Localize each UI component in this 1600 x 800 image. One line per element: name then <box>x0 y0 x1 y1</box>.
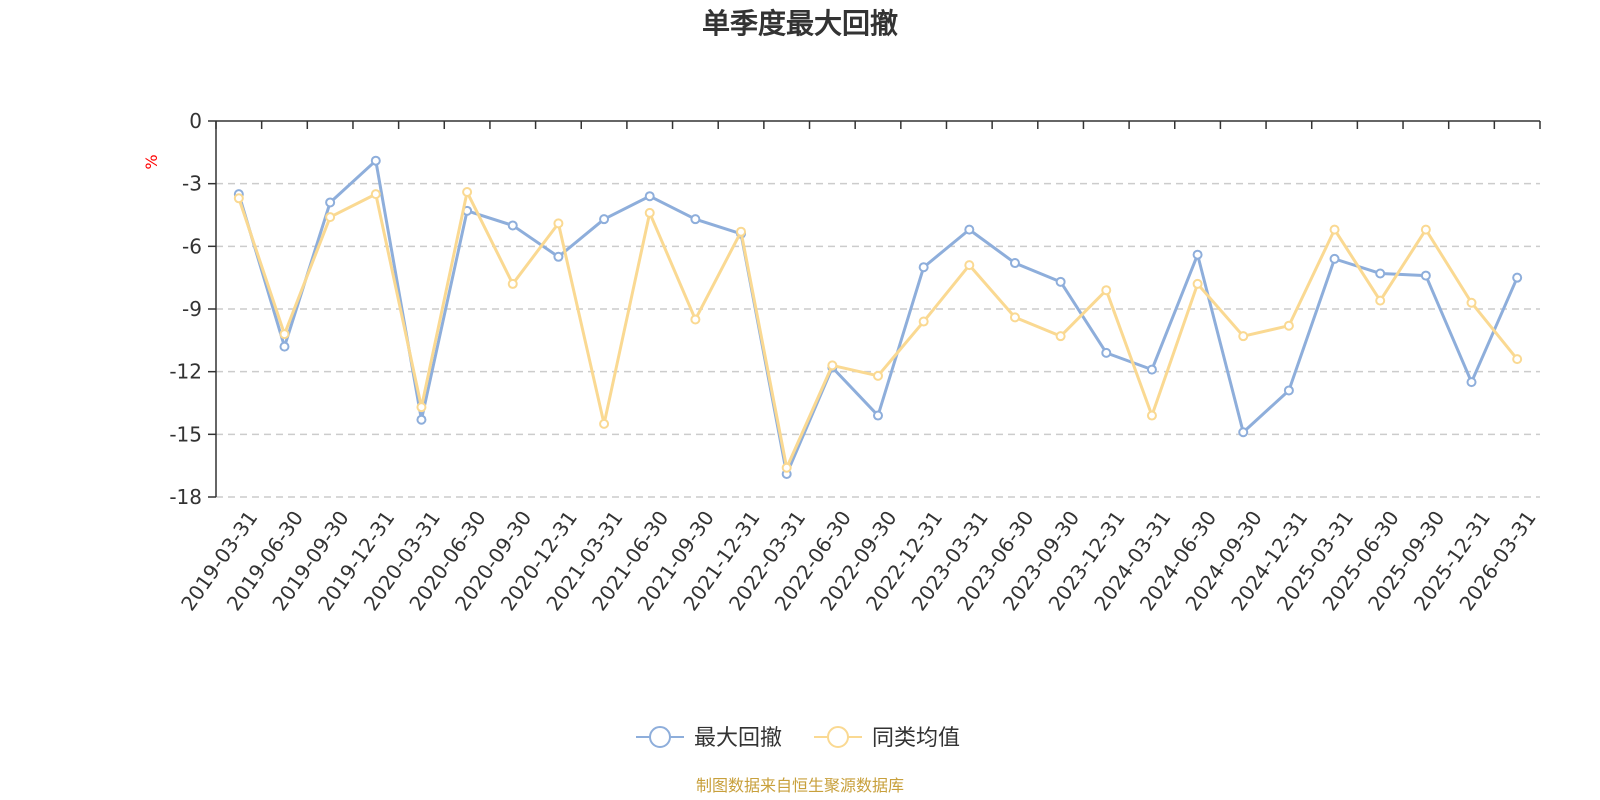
y-tick-label: -9 <box>182 297 202 321</box>
legend-marker-peer-average <box>827 726 849 748</box>
data-point[interactable] <box>1466 297 1477 308</box>
data-point[interactable] <box>1101 347 1112 358</box>
data-point[interactable] <box>599 214 610 225</box>
x-tick-labels: 2019-03-312019-06-302019-09-302019-12-31… <box>176 506 1541 615</box>
legend-marker-max-drawdown <box>649 726 671 748</box>
data-point[interactable] <box>1329 253 1340 264</box>
data-point[interactable] <box>279 341 290 352</box>
series-lines <box>233 155 1523 480</box>
data-point[interactable] <box>1329 224 1340 235</box>
data-point[interactable] <box>1192 278 1203 289</box>
data-point[interactable] <box>1146 410 1157 421</box>
data-point[interactable] <box>553 251 564 262</box>
chart-title: 单季度最大回撤 <box>702 7 898 40</box>
data-point[interactable] <box>918 316 929 327</box>
data-point[interactable] <box>325 212 336 223</box>
data-point[interactable] <box>1512 354 1523 365</box>
data-point[interactable] <box>1055 276 1066 287</box>
data-point[interactable] <box>507 278 518 289</box>
data-point[interactable] <box>690 314 701 325</box>
data-point[interactable] <box>918 262 929 273</box>
data-point[interactable] <box>1238 427 1249 438</box>
data-point[interactable] <box>1375 295 1386 306</box>
data-point[interactable] <box>1009 312 1020 323</box>
y-tick-label: -3 <box>182 172 202 196</box>
data-point[interactable] <box>416 402 427 413</box>
legend: 最大回撤 同类均值 <box>636 726 960 751</box>
y-tick-label: 0 <box>189 109 202 133</box>
legend-label-max-drawdown: 最大回撤 <box>694 726 782 751</box>
y-tick-label: -12 <box>169 360 202 384</box>
data-point[interactable] <box>1055 331 1066 342</box>
y-tick-label: -15 <box>169 422 202 446</box>
data-point[interactable] <box>1512 272 1523 283</box>
data-point[interactable] <box>1283 320 1294 331</box>
series-line <box>237 190 1519 470</box>
y-tick-label: -6 <box>182 234 202 258</box>
legend-item-max-drawdown[interactable]: 最大回撤 <box>636 726 782 751</box>
data-point[interactable] <box>736 226 747 237</box>
data-point[interactable] <box>462 187 473 198</box>
data-point[interactable] <box>1420 224 1431 235</box>
data-source-note: 制图数据来自恒生聚源数据库 <box>696 776 904 795</box>
data-point[interactable] <box>599 418 610 429</box>
y-tick-label: -18 <box>169 485 202 509</box>
data-point[interactable] <box>1009 258 1020 269</box>
data-point[interactable] <box>1283 385 1294 396</box>
y-axis-unit-label: % <box>142 154 161 169</box>
data-point[interactable] <box>233 193 244 204</box>
series-peer-average <box>233 187 1523 473</box>
data-point[interactable] <box>325 197 336 208</box>
data-point[interactable] <box>1192 249 1203 260</box>
data-point[interactable] <box>644 191 655 202</box>
data-point[interactable] <box>1146 364 1157 375</box>
data-point[interactable] <box>964 260 975 271</box>
data-point[interactable] <box>1466 377 1477 388</box>
data-point[interactable] <box>279 329 290 340</box>
grid-lines <box>216 182 1540 498</box>
data-point[interactable] <box>370 155 381 166</box>
data-point[interactable] <box>690 214 701 225</box>
data-point[interactable] <box>507 220 518 231</box>
data-point[interactable] <box>416 414 427 425</box>
data-point[interactable] <box>1101 285 1112 296</box>
data-point[interactable] <box>873 370 883 381</box>
legend-label-peer-average: 同类均值 <box>872 726 960 751</box>
series-line <box>237 159 1519 476</box>
axes <box>208 120 1541 498</box>
data-point[interactable] <box>964 224 975 235</box>
data-point[interactable] <box>781 462 792 473</box>
y-tick-labels: 0 -3 -6 -9 -12 -15 -18 <box>169 109 202 509</box>
data-point[interactable] <box>1238 331 1249 342</box>
data-point[interactable] <box>644 207 655 218</box>
data-point[interactable] <box>827 360 838 371</box>
legend-item-peer-average[interactable]: 同类均值 <box>814 726 960 751</box>
series-max-drawdown <box>233 155 1523 480</box>
data-point[interactable] <box>873 410 883 421</box>
data-point[interactable] <box>370 189 381 200</box>
data-point[interactable] <box>1375 268 1386 279</box>
data-point[interactable] <box>1420 270 1431 281</box>
data-point[interactable] <box>553 218 564 229</box>
